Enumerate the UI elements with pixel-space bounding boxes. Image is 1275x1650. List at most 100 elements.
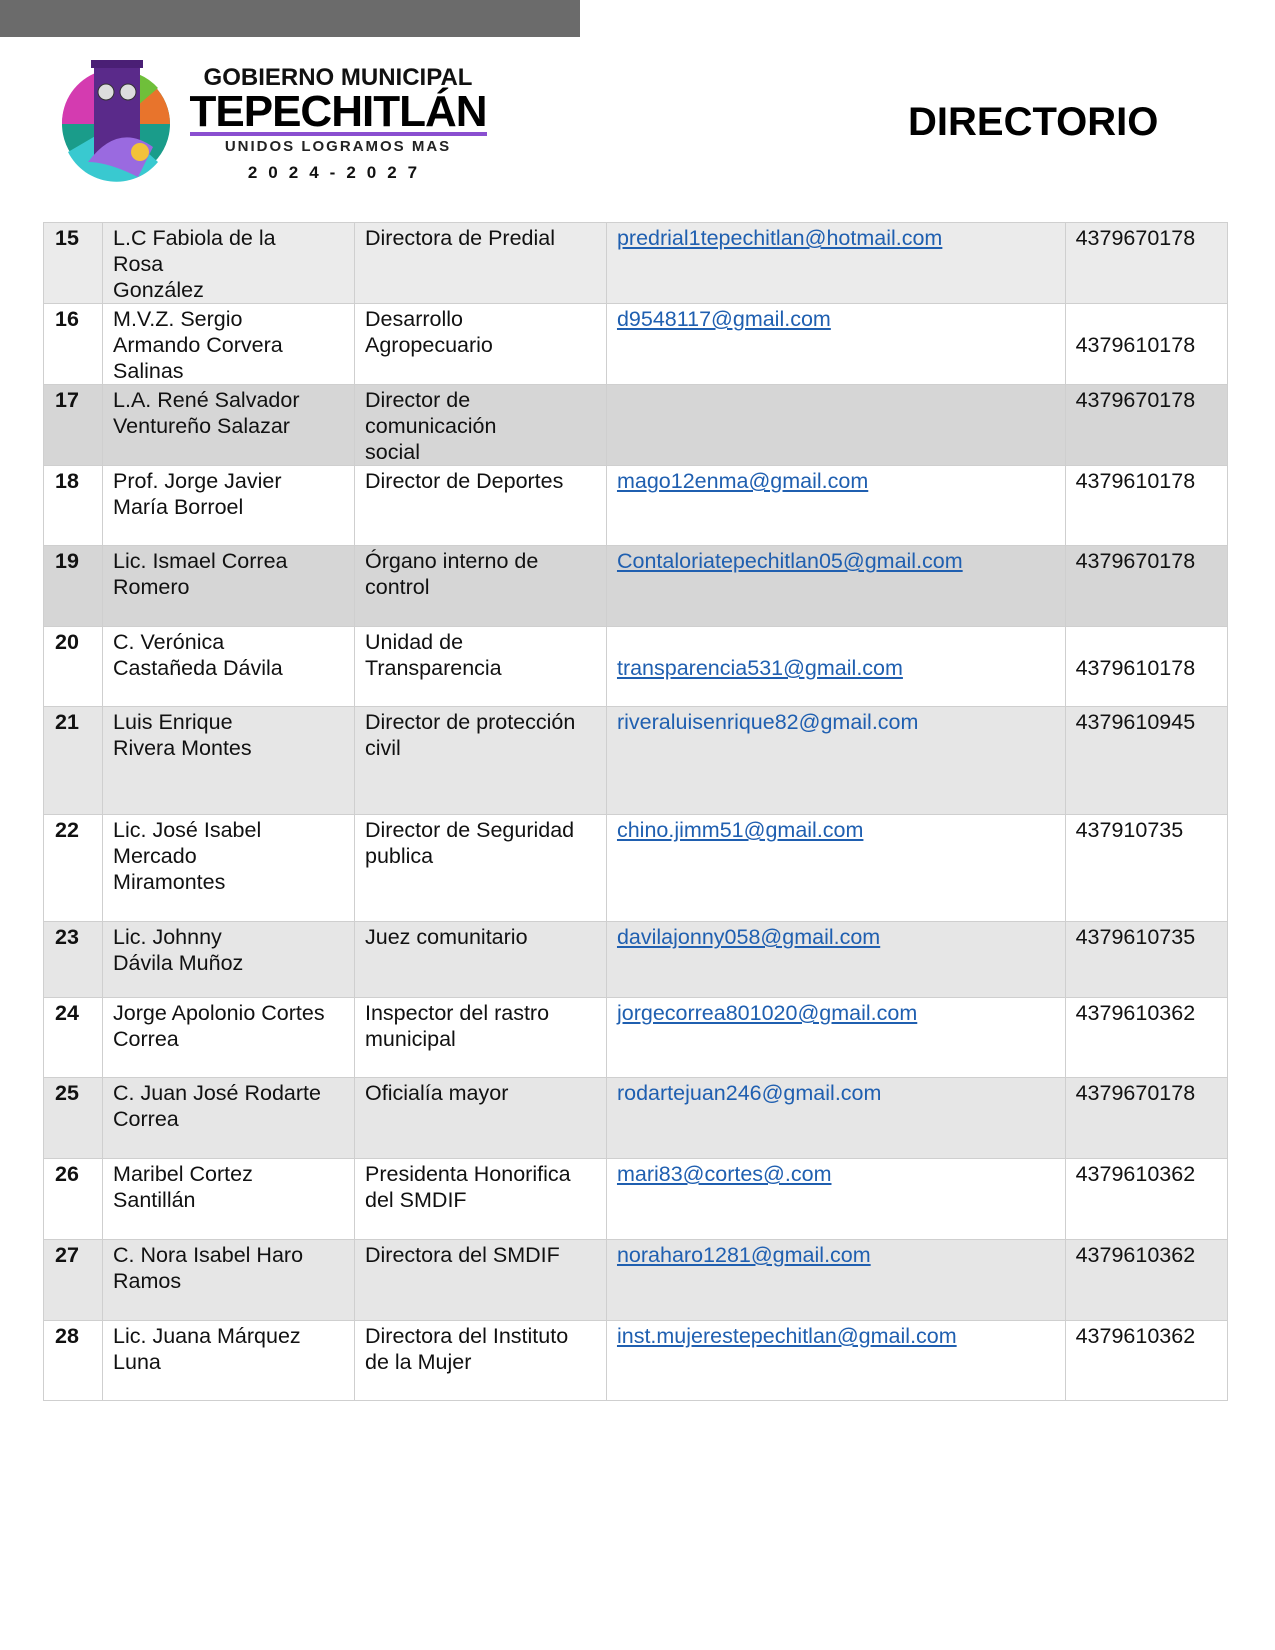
name-line: Jorge Apolonio Cortes [113, 1001, 325, 1025]
row-number: 15 [42, 222, 104, 304]
email-cell: Contaloriatepechitlan05@gmail.com [605, 545, 1066, 627]
row-number: 28 [42, 1320, 104, 1401]
table-row: 28 Lic. Juana Márquez Luna Directora del In… [42, 1320, 1229, 1401]
name-line: Lic. José Isabel [113, 818, 262, 842]
person-name: M.V.Z. Sergio Armando Corvera Salinas [102, 303, 355, 385]
email-cell: predrial1tepechitlan@hotmail.com [605, 222, 1066, 304]
table-row: 17 L.A. René Salvador Ventureño Salazar Dir… [42, 384, 1229, 466]
table-row: 16 M.V.Z. Sergio Armando Corvera Salinas Des… [42, 303, 1229, 385]
email-link[interactable]: predrial1tepechitlan@hotmail.com [616, 226, 943, 250]
name-line: Maribel Cortez [113, 1162, 253, 1186]
position-line: municipal [365, 1027, 456, 1051]
name-line: C. Juan José Rodarte [113, 1081, 321, 1105]
row-number: 20 [42, 626, 104, 707]
position-line: de la Mujer [365, 1350, 472, 1374]
row-number: 19 [42, 545, 104, 627]
clock-tower-emblem-icon [61, 60, 170, 182]
job-position: Unidad de Transparencia [354, 626, 607, 707]
table-row: 23 Lic. Johnny Dávila Muñoz Juez comunitari… [42, 921, 1229, 998]
name-line: Mercado [113, 844, 197, 868]
person-name: Lic. José Isabel Mercado Miramontes [102, 814, 355, 922]
phone-number: 4379670178 [1064, 222, 1229, 304]
table-row: 19 Lic. Ismael Correa Romero Órgano interno… [42, 545, 1229, 627]
position-line: civil [365, 736, 401, 760]
email-cell: jorgecorrea801020@gmail.com [605, 997, 1066, 1078]
position-line: Directora del Instituto [365, 1324, 569, 1348]
logo-line-government: GOBIERNO MUNICIPAL [203, 64, 473, 91]
name-line: Miramontes [113, 870, 226, 894]
row-number: 17 [42, 384, 104, 466]
name-line: Lic. Johnny [113, 925, 222, 949]
position-line: Agropecuario [365, 333, 493, 357]
position-line: Presidenta Honorifica [365, 1162, 571, 1186]
municipal-logo: GOBIERNO MUNICIPAL TEPECHITLÁN UNIDOS LO… [58, 52, 488, 192]
phone-number: 4379610362 [1064, 1239, 1229, 1321]
job-position: Directora del Instituto de la Mujer [354, 1320, 607, 1401]
table-row: 27 C. Nora Isabel Haro Ramos Directora del … [42, 1239, 1229, 1321]
phone-number: 4379610362 [1064, 997, 1229, 1078]
job-position: Director de protección civil [354, 706, 607, 815]
person-name: C. Nora Isabel Haro Ramos [102, 1239, 355, 1321]
name-line: Santillán [113, 1188, 196, 1212]
name-line: Rosa [113, 252, 164, 276]
job-position: Órgano interno de control [354, 545, 607, 627]
email-link[interactable]: jorgecorrea801020@gmail.com [616, 1001, 918, 1025]
phone-number: 4379610178 [1064, 626, 1229, 707]
table-row: 26 Maribel Cortez Santillán Presidenta Hono… [42, 1158, 1229, 1240]
email-link[interactable]: d9548117@gmail.com [616, 307, 831, 331]
person-name: L.C Fabiola de la Rosa González [102, 222, 355, 304]
email-link[interactable]: davilajonny058@gmail.com [616, 925, 881, 949]
position-line: del SMDIF [365, 1188, 467, 1212]
name-line: Ramos [113, 1269, 182, 1293]
person-name: L.A. René Salvador Ventureño Salazar [102, 384, 355, 466]
phone-number: 4379610178 [1064, 303, 1229, 385]
name-line: Ventureño Salazar [113, 414, 290, 438]
position-line: control [365, 575, 430, 599]
email-cell: chino.jimm51@gmail.com [605, 814, 1066, 922]
person-name: Maribel Cortez Santillán [102, 1158, 355, 1240]
row-number: 16 [42, 303, 104, 385]
email-cell: riveraluisenrique82@gmail.com [605, 706, 1066, 815]
name-line: C. Verónica [113, 630, 225, 654]
row-number: 21 [42, 706, 104, 815]
job-position: Directora del SMDIF [354, 1239, 607, 1321]
job-position: Oficialía mayor [354, 1077, 607, 1159]
position-line: Oficialía mayor [365, 1081, 509, 1105]
position-line: social [365, 440, 420, 464]
email-cell [605, 384, 1066, 466]
person-name: C. Verónica Castañeda Dávila [102, 626, 355, 707]
position-line: Director de Seguridad [365, 818, 575, 842]
page-title: DIRECTORIO [908, 100, 1159, 144]
job-position: Presidenta Honorifica del SMDIF [354, 1158, 607, 1240]
email-link[interactable]: chino.jimm51@gmail.com [616, 818, 864, 842]
job-position: Directora de Predial [354, 222, 607, 304]
email-link[interactable]: inst.mujerestepechitlan@gmail.com [616, 1324, 957, 1348]
person-name: Lic. Juana Márquez Luna [102, 1320, 355, 1401]
email-link[interactable]: mari83@cortes@.com [616, 1162, 832, 1186]
email-cell: davilajonny058@gmail.com [605, 921, 1066, 998]
person-name: Lic. Johnny Dávila Muñoz [102, 921, 355, 998]
email-link[interactable]: Contaloriatepechitlan05@gmail.com [616, 549, 963, 573]
email-link[interactable]: riveraluisenrique82@gmail.com [616, 710, 919, 734]
email-link[interactable]: transparencia531@gmail.com [616, 656, 903, 680]
name-line: Armando Corvera [113, 333, 283, 357]
position-line: Transparencia [365, 656, 502, 680]
name-line: Rivera Montes [113, 736, 252, 760]
name-line: Salinas [113, 359, 184, 383]
position-line: Unidad de [365, 630, 464, 654]
email-link[interactable]: rodartejuan246@gmail.com [616, 1081, 882, 1105]
phone-number: 4379610362 [1064, 1320, 1229, 1401]
name-line: Correa [113, 1107, 179, 1131]
name-line: M.V.Z. Sergio [113, 307, 243, 331]
email-link[interactable]: mago12enma@gmail.com [616, 469, 869, 493]
position-line: Director de [365, 388, 471, 412]
logo-line-slogan: UNIDOS LOGRAMOS MAS [224, 138, 452, 155]
email-cell: rodartejuan246@gmail.com [605, 1077, 1066, 1159]
email-cell: d9548117@gmail.com [605, 303, 1066, 385]
phone-number: 437910735 [1064, 814, 1229, 922]
phone-number: 4379610362 [1064, 1158, 1229, 1240]
phone-number: 4379670178 [1064, 384, 1229, 466]
job-position: Juez comunitario [354, 921, 607, 998]
directory-table: 15 L.C Fabiola de la Rosa González Directora… [42, 222, 1229, 1401]
email-link[interactable]: noraharo1281@gmail.com [616, 1243, 871, 1267]
